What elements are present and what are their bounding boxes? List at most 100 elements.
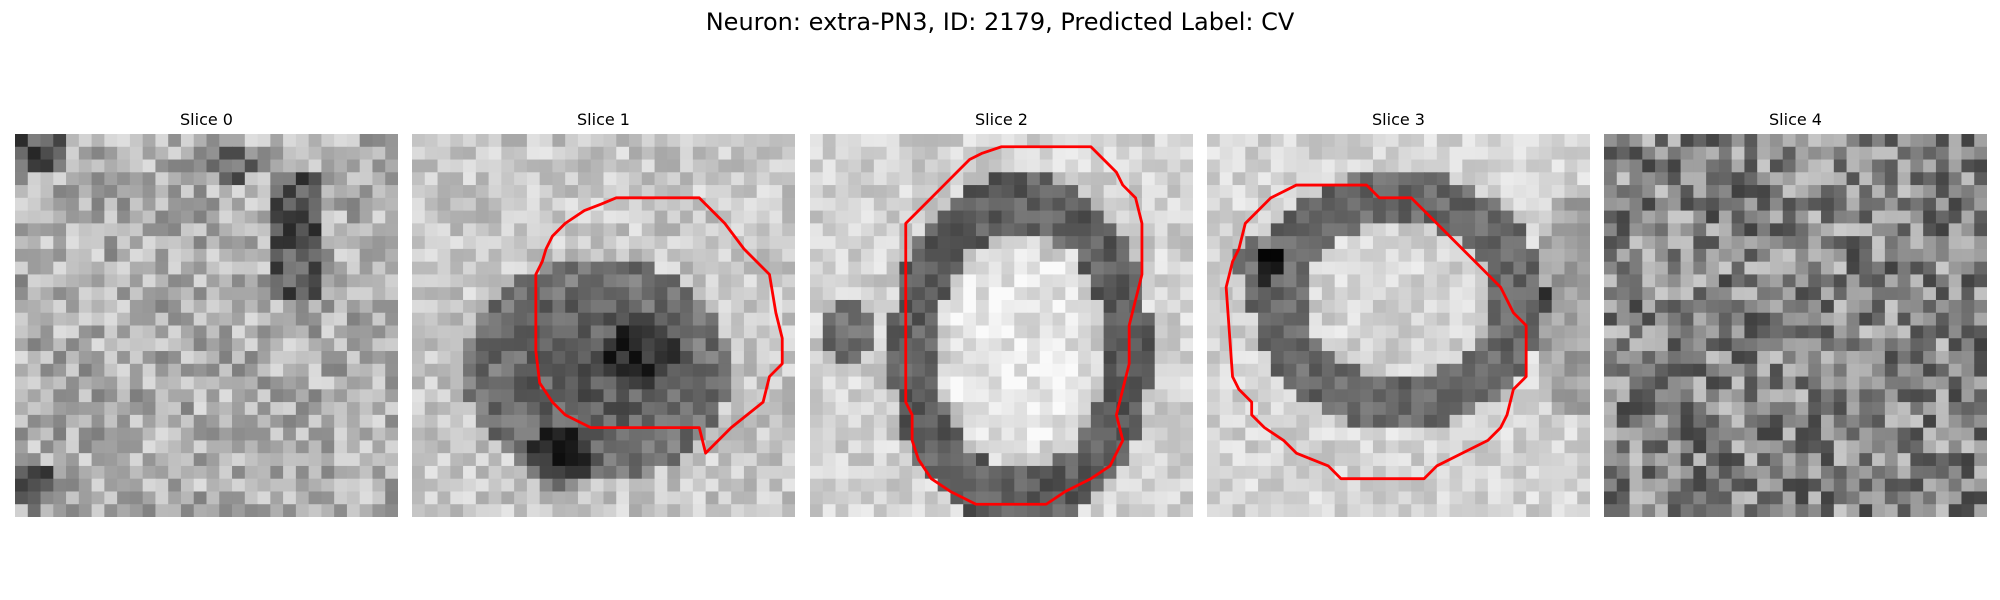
pixel bbox=[193, 197, 208, 212]
pixel bbox=[283, 274, 297, 288]
pixel bbox=[873, 197, 888, 212]
pixel bbox=[1923, 197, 1937, 212]
pixel bbox=[1014, 299, 1028, 314]
pixel bbox=[616, 504, 630, 517]
pixel bbox=[835, 134, 849, 148]
pixel bbox=[756, 172, 770, 186]
pixel bbox=[769, 427, 783, 441]
pixel bbox=[1232, 172, 1246, 186]
pixel bbox=[810, 287, 824, 301]
pixel bbox=[1629, 440, 1643, 454]
pixel bbox=[1411, 261, 1425, 275]
pixel bbox=[526, 414, 541, 429]
pixel bbox=[1167, 146, 1181, 161]
pixel bbox=[1538, 197, 1553, 212]
pixel bbox=[1846, 159, 1860, 173]
pixel bbox=[1872, 338, 1886, 352]
pixel bbox=[142, 287, 156, 301]
pixel bbox=[718, 465, 732, 480]
pixel bbox=[810, 274, 824, 288]
pixel bbox=[756, 491, 770, 505]
pixel bbox=[835, 210, 849, 224]
pixel bbox=[91, 402, 105, 416]
pixel bbox=[1884, 402, 1899, 416]
pixel bbox=[629, 453, 643, 467]
pixel bbox=[1141, 299, 1156, 314]
pixel bbox=[937, 427, 951, 441]
pixel bbox=[1027, 453, 1041, 467]
pixel bbox=[899, 414, 913, 429]
pixel bbox=[1935, 338, 1950, 352]
pixel bbox=[861, 338, 875, 352]
pixel bbox=[1309, 465, 1323, 480]
pixel bbox=[963, 504, 977, 517]
pixel bbox=[1283, 325, 1297, 339]
pixel bbox=[1014, 261, 1028, 275]
pixel bbox=[782, 248, 795, 263]
pixel bbox=[1475, 299, 1489, 314]
pixel bbox=[40, 351, 54, 365]
segmentation-contour bbox=[904, 145, 1144, 506]
pixel bbox=[412, 197, 426, 212]
pixel bbox=[1027, 389, 1041, 403]
pixel bbox=[27, 363, 42, 378]
pixel bbox=[1334, 440, 1348, 454]
pixel bbox=[782, 414, 795, 429]
pixel bbox=[1385, 504, 1400, 517]
pixel bbox=[1935, 414, 1950, 429]
pixel bbox=[1526, 172, 1540, 186]
pixel bbox=[1219, 134, 1234, 148]
pixel bbox=[1744, 478, 1758, 492]
pixel bbox=[1321, 159, 1336, 173]
pixel bbox=[1757, 274, 1771, 288]
pixel bbox=[654, 159, 668, 173]
pixel bbox=[1283, 465, 1297, 480]
pixel bbox=[861, 197, 875, 212]
pixel bbox=[463, 414, 477, 429]
pixel bbox=[1667, 504, 1682, 517]
pixel bbox=[1859, 146, 1873, 161]
pixel bbox=[1219, 478, 1234, 492]
pixel bbox=[1321, 223, 1336, 237]
pixel bbox=[1052, 478, 1066, 492]
pixel bbox=[219, 389, 233, 403]
pixel bbox=[1167, 389, 1181, 403]
pixel bbox=[1910, 478, 1924, 492]
pixel bbox=[40, 210, 54, 224]
pixel bbox=[1551, 414, 1565, 429]
pixel bbox=[1526, 248, 1540, 263]
pixel bbox=[155, 159, 169, 173]
pixel bbox=[385, 363, 398, 378]
pixel bbox=[539, 261, 553, 275]
pixel bbox=[705, 414, 719, 429]
pixel bbox=[603, 325, 617, 339]
pixel bbox=[1372, 351, 1387, 365]
pixel bbox=[1052, 504, 1066, 517]
pixel bbox=[1577, 312, 1590, 327]
pixel bbox=[1629, 376, 1643, 390]
pixel bbox=[1859, 223, 1873, 237]
pixel bbox=[514, 261, 528, 275]
pixel bbox=[1487, 236, 1502, 250]
pixel bbox=[1167, 312, 1181, 327]
pixel bbox=[1154, 465, 1168, 480]
pixel bbox=[1526, 312, 1540, 327]
pixel bbox=[743, 325, 758, 339]
pixel bbox=[1538, 185, 1553, 199]
pixel bbox=[1872, 274, 1886, 288]
pixel bbox=[1052, 465, 1066, 480]
pixel bbox=[514, 338, 528, 352]
pixel bbox=[1116, 325, 1130, 339]
pixel bbox=[822, 325, 837, 339]
pixel bbox=[1616, 274, 1631, 288]
pixel bbox=[1039, 325, 1054, 339]
pixel bbox=[117, 363, 131, 378]
pixel bbox=[1974, 351, 1987, 365]
pixel bbox=[1001, 363, 1015, 378]
pixel bbox=[1360, 210, 1374, 224]
pixel bbox=[1334, 210, 1348, 224]
pixel bbox=[1296, 325, 1310, 339]
pixel bbox=[1334, 351, 1348, 365]
pixel bbox=[1065, 134, 1079, 148]
pixel bbox=[180, 312, 195, 327]
